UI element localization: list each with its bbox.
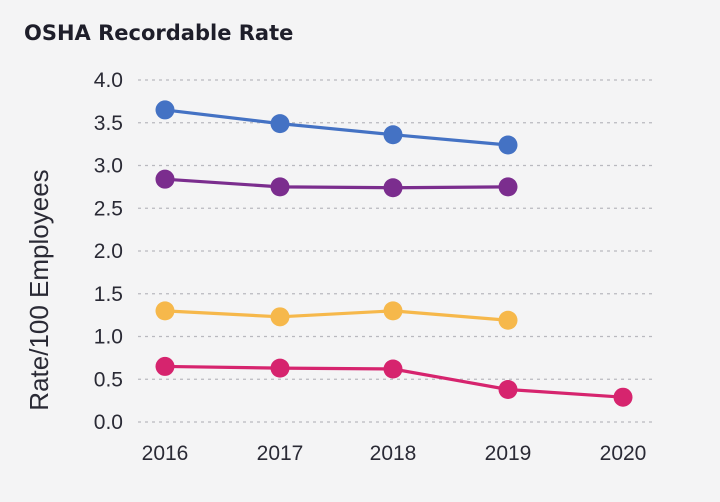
y-tick-label: 2.5 — [94, 197, 123, 220]
series-1-line — [164, 108, 509, 147]
series-4-point-2019 — [498, 380, 518, 400]
series-3-point-2017 — [270, 307, 290, 327]
series-3 — [155, 301, 518, 330]
y-tick-label: 1.0 — [94, 326, 123, 349]
x-tick-label: 2017 — [257, 442, 304, 465]
series-2-point-2016 — [155, 169, 175, 189]
y-tick-label: 4.0 — [94, 69, 123, 92]
series-3-point-2018 — [383, 301, 403, 321]
series-4 — [155, 356, 633, 407]
series-3-point-2016 — [155, 301, 175, 321]
y-tick-label: 0.0 — [94, 411, 123, 434]
series-group — [155, 100, 633, 407]
y-tick-label: 0.5 — [94, 368, 123, 391]
x-tick-label: 2018 — [370, 442, 417, 465]
series-1-point-2016 — [155, 100, 175, 120]
chart-title: OSHA Recordable Rate — [24, 21, 293, 45]
series-3-point-2019 — [498, 310, 518, 330]
x-tick-label: 2020 — [600, 442, 647, 465]
series-4-point-2018 — [383, 359, 403, 379]
y-tick-label: 3.0 — [94, 155, 123, 178]
series-3-line — [164, 309, 509, 322]
series-2-line — [164, 177, 509, 190]
y-tick-label: 3.5 — [94, 112, 123, 135]
x-tick-label: 2019 — [485, 442, 532, 465]
series-4-point-2017 — [270, 358, 290, 378]
series-1 — [155, 100, 518, 155]
series-4-point-2020 — [613, 387, 633, 407]
series-2 — [155, 169, 518, 198]
series-2-point-2018 — [383, 178, 403, 198]
series-1-point-2019 — [498, 135, 518, 155]
y-axis-label: Rate/100 Employees — [24, 169, 54, 410]
x-axis-ticks: 2016 2017 2018 2019 2020 — [142, 442, 647, 465]
series-1-point-2017 — [270, 114, 290, 134]
y-tick-label: 2.0 — [94, 240, 123, 263]
x-tick-label: 2016 — [142, 442, 189, 465]
y-axis-ticks: 0.0 0.5 1.0 1.5 2.0 2.5 3.0 3.5 4.0 — [94, 69, 123, 434]
series-4-point-2016 — [155, 356, 175, 376]
series-1-point-2018 — [383, 125, 403, 145]
series-2-point-2017 — [270, 177, 290, 197]
y-tick-label: 1.5 — [94, 283, 123, 306]
series-2-point-2019 — [498, 177, 518, 197]
gridlines — [138, 79, 652, 423]
